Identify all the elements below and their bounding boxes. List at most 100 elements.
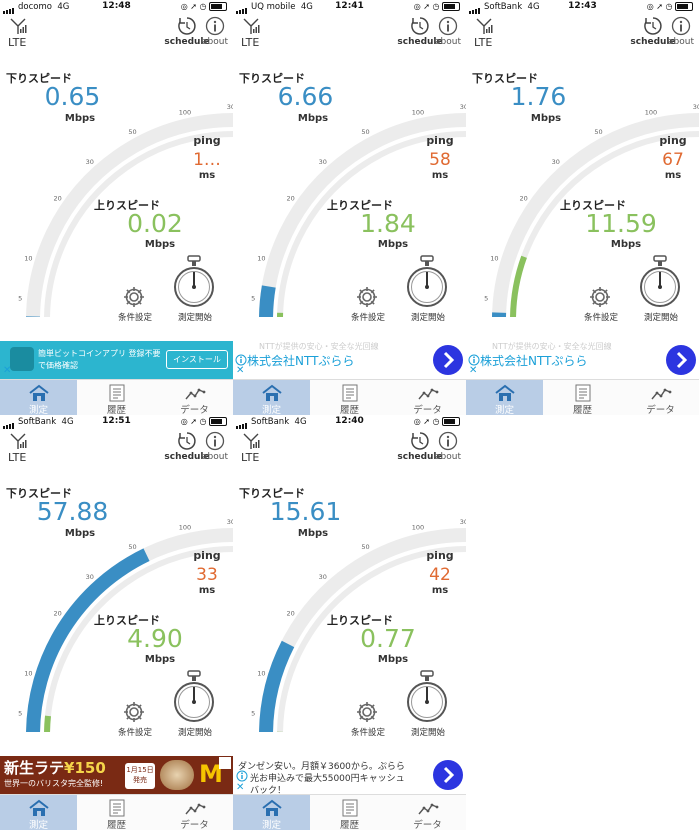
ad-info-icon[interactable] bbox=[468, 354, 480, 366]
schedule-icon[interactable] bbox=[177, 431, 197, 451]
ad-arrow-button[interactable] bbox=[433, 760, 463, 790]
tab-label: データ bbox=[646, 405, 675, 415]
stopwatch-icon[interactable] bbox=[172, 255, 216, 311]
schedule-button[interactable]: schedule bbox=[397, 452, 443, 462]
about-button[interactable]: about bbox=[668, 37, 694, 47]
start-test-button[interactable]: 測定開始 bbox=[177, 313, 212, 323]
gear-icon[interactable] bbox=[355, 700, 379, 724]
info-icon[interactable] bbox=[205, 16, 225, 36]
upload-speed-unit: Mbps bbox=[144, 654, 176, 665]
network-type: 4G bbox=[300, 2, 313, 12]
gear-icon[interactable] bbox=[122, 285, 146, 309]
ad-advertiser[interactable]: 株式会社NTTぷらら bbox=[480, 354, 588, 368]
about-button[interactable]: about bbox=[435, 452, 461, 462]
schedule-button[interactable]: schedule bbox=[164, 452, 210, 462]
tab-label: 測定 bbox=[28, 405, 48, 415]
ad-close-icon[interactable]: ✕ bbox=[3, 365, 12, 376]
ad-banner[interactable]: NTTが提供の安心・安全な光回線 株式会社NTTぷらら ✕ bbox=[466, 341, 699, 379]
schedule-icon[interactable] bbox=[410, 16, 430, 36]
gauge-tick-label: 5 bbox=[251, 710, 255, 718]
gauge-tick-label: 30 bbox=[319, 573, 327, 581]
ad-advertiser[interactable]: 株式会社NTTぷらら bbox=[247, 354, 355, 368]
ad-arrow-button[interactable] bbox=[433, 345, 463, 375]
tab-0[interactable]: 測定 bbox=[233, 380, 310, 415]
stopwatch-icon[interactable] bbox=[405, 255, 449, 311]
ad-info-icon[interactable] bbox=[235, 354, 247, 366]
start-test-button[interactable]: 測定開始 bbox=[643, 313, 678, 323]
ad-banner[interactable]: 新生ラテ¥150 世界一のバリスタ完全監修! 1月15日 発売 M bbox=[0, 756, 233, 794]
stopwatch-icon[interactable] bbox=[405, 670, 449, 726]
schedule-icon[interactable] bbox=[410, 431, 430, 451]
ad-close-icon[interactable]: ✕ bbox=[236, 365, 245, 376]
start-test-button[interactable]: 測定開始 bbox=[410, 728, 445, 738]
gauge-tick-label: 10 bbox=[257, 254, 265, 262]
ad-banner[interactable]: 簡単ビットコインアプリ 登録不要 で価格確認 インストール ✕ bbox=[0, 341, 233, 379]
tab-2[interactable]: データ bbox=[156, 380, 233, 415]
about-button[interactable]: about bbox=[202, 37, 228, 47]
info-icon[interactable] bbox=[205, 431, 225, 451]
info-icon[interactable] bbox=[438, 16, 458, 36]
tab-label: データ bbox=[180, 820, 209, 830]
ad-info-icon[interactable] bbox=[236, 770, 248, 782]
tab-0[interactable]: 測定 bbox=[466, 380, 543, 415]
ad-info-icon[interactable] bbox=[219, 757, 231, 769]
about-button[interactable]: about bbox=[435, 37, 461, 47]
gear-icon[interactable] bbox=[355, 285, 379, 309]
info-icon[interactable] bbox=[438, 431, 458, 451]
tab-2[interactable]: データ bbox=[156, 795, 233, 830]
settings-button[interactable]: 条件設定 bbox=[583, 313, 618, 323]
settings-button[interactable]: 条件設定 bbox=[350, 728, 385, 738]
tab-label: 履歴 bbox=[106, 405, 126, 415]
tab-1[interactable]: 履歴 bbox=[78, 380, 155, 415]
status-bar: docomo 4G 12:48 ◎ ➚ ◷ bbox=[0, 0, 233, 14]
schedule-icon[interactable] bbox=[643, 16, 663, 36]
tab-0[interactable]: 測定 bbox=[233, 795, 310, 830]
install-button[interactable]: インストール bbox=[166, 350, 228, 369]
stopwatch-icon[interactable] bbox=[638, 255, 682, 311]
status-time: 12:43 bbox=[568, 1, 597, 11]
info-icon[interactable] bbox=[671, 16, 691, 36]
ad-banner[interactable]: ダンゼン安い。月額￥3600から。ぷらら 光お申込みで最大55000円キャッシュ… bbox=[233, 756, 466, 794]
ad-faded-text: NTTが提供の安心・安全な光回線 bbox=[259, 342, 379, 351]
schedule-button[interactable]: schedule bbox=[397, 37, 443, 47]
tab-2[interactable]: データ bbox=[622, 380, 699, 415]
tab-0[interactable]: 測定 bbox=[0, 380, 77, 415]
download-gauge-track bbox=[26, 113, 233, 317]
download-speed-unit: Mbps bbox=[64, 528, 96, 539]
about-button[interactable]: about bbox=[202, 452, 228, 462]
settings-button[interactable]: 条件設定 bbox=[350, 313, 385, 323]
gauge-tick-label: 10 bbox=[257, 669, 265, 677]
tab-1[interactable]: 履歴 bbox=[311, 380, 388, 415]
tab-0[interactable]: 測定 bbox=[0, 795, 77, 830]
upload-speed-label: 上りスピード bbox=[94, 199, 160, 212]
ad-text-line3: バック！ bbox=[250, 786, 287, 794]
download-speed-unit: Mbps bbox=[297, 528, 329, 539]
settings-button[interactable]: 条件設定 bbox=[117, 313, 152, 323]
upload-speed-value: 4.90 bbox=[127, 624, 183, 653]
settings-button[interactable]: 条件設定 bbox=[117, 728, 152, 738]
ad-close-icon[interactable]: ✕ bbox=[469, 365, 478, 376]
tab-2[interactable]: データ bbox=[389, 380, 466, 415]
ad-banner[interactable]: NTTが提供の安心・安全な光回線 株式会社NTTぷらら ✕ bbox=[233, 341, 466, 379]
download-speed-unit: Mbps bbox=[530, 113, 562, 124]
ad-arrow-button[interactable] bbox=[666, 345, 696, 375]
gear-icon[interactable] bbox=[122, 700, 146, 724]
start-test-button[interactable]: 測定開始 bbox=[410, 313, 445, 323]
tab-2[interactable]: データ bbox=[389, 795, 466, 830]
schedule-icon[interactable] bbox=[177, 16, 197, 36]
tab-1[interactable]: 履歴 bbox=[311, 795, 388, 830]
release-date: 1月15日 bbox=[126, 766, 154, 774]
bottom-tab-bar: 測定 履歴 データ bbox=[233, 379, 466, 415]
tab-1[interactable]: 履歴 bbox=[544, 380, 621, 415]
speedtest-screen: docomo 4G 12:48 ◎ ➚ ◷ LTE schedule about… bbox=[0, 0, 233, 415]
schedule-button[interactable]: schedule bbox=[630, 37, 676, 47]
brand-logo: M bbox=[199, 760, 223, 788]
stopwatch-icon[interactable] bbox=[172, 670, 216, 726]
tab-1[interactable]: 履歴 bbox=[78, 795, 155, 830]
schedule-button[interactable]: schedule bbox=[164, 37, 210, 47]
gear-icon[interactable] bbox=[588, 285, 612, 309]
app-logo-icon bbox=[10, 347, 34, 371]
start-test-button[interactable]: 測定開始 bbox=[177, 728, 212, 738]
speed-gauge: 05102030501003001G bbox=[251, 103, 466, 317]
ad-close-icon[interactable]: ✕ bbox=[236, 782, 245, 793]
